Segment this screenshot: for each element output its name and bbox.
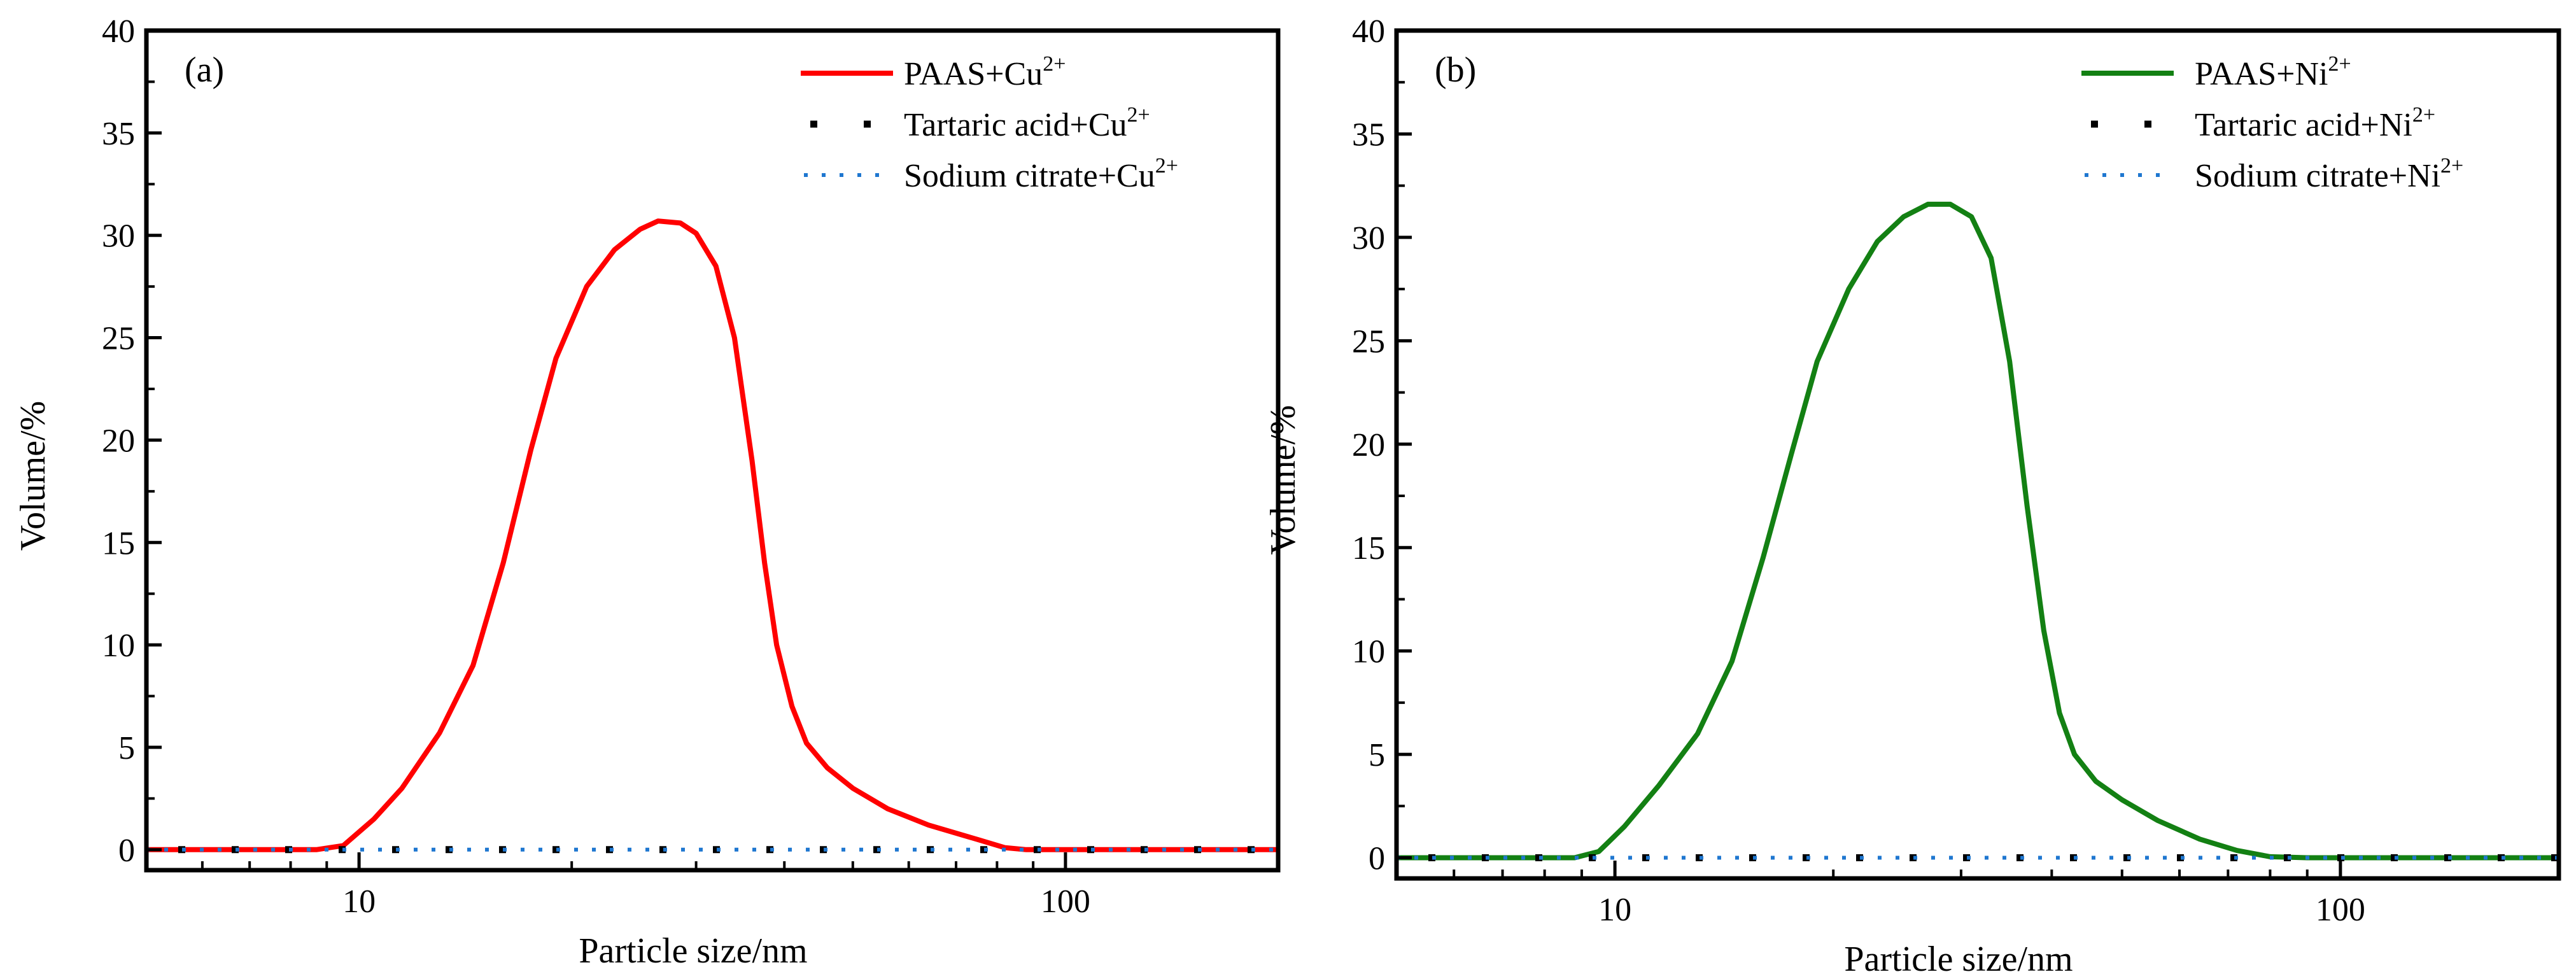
y-tick-label: 35 [102,116,135,152]
legend-superscript: 2+ [1155,154,1178,178]
y-tick-label: 35 [1352,116,1385,153]
panel-label: (b) [1435,50,1476,90]
legend-entry-0: PAAS+Ni2+ [2195,52,2351,92]
y-tick-label: 25 [102,321,135,357]
x-tick-label: 100 [2316,892,2365,928]
y-tick-label: 0 [1369,841,1385,877]
legend-entry-1: Tartaric acid+Cu2+ [904,103,1150,143]
legend-entry-1: Tartaric acid+Ni2+ [2195,103,2435,143]
legend-entry-0: PAAS+Cu2+ [904,52,1066,92]
legend-superscript: 2+ [2440,154,2463,178]
y-tick-label: 15 [1352,530,1385,567]
legend: PAAS+Ni2+ Tartaric acid+Ni2+ Sodium citrat… [2081,52,2463,194]
y-tick-label: 40 [1352,13,1385,50]
x-tick-label: 10 [342,884,376,920]
y-tick-label: 30 [102,218,135,255]
y-tick-label: 15 [102,525,135,561]
y-tick-label: 30 [1352,220,1385,257]
y-axis-label: Volume/% [1263,405,1303,554]
chart-panel-a: 0 5 10 15 20 25 30 35 40 10 100 Particle size/nm Vol… [13,13,1281,971]
y-tick-label: 5 [118,730,135,766]
legend-entry-2: Sodium citrate+Ni2+ [2195,154,2463,194]
legend-superscript: 2+ [2328,52,2351,76]
y-tick-label: 0 [118,833,135,869]
legend-superscript: 2+ [1043,52,1066,76]
plot-frame [1394,28,2561,881]
series-group [146,218,1278,854]
y-tick-label: 40 [102,13,135,50]
x-axis-label: Particle size/nm [579,931,807,971]
x-tick-label: 100 [1041,884,1090,920]
series-line-0 [146,218,1278,852]
x-axis-label: Particle size/nm [1844,940,2073,979]
y-tick-label: 20 [1352,427,1385,463]
chart-panel-b: 0 5 10 15 20 25 30 35 40 10 100 Particle size/nm Vol… [1263,13,2561,979]
y-axis-label: Volume/% [13,401,53,551]
panel-label: (a) [185,50,224,90]
y-tick-label: 20 [102,423,135,459]
legend-entry-2: Sodium citrate+Cu2+ [904,154,1178,194]
legend-superscript: 2+ [2412,103,2435,127]
plot-frame [144,28,1281,873]
y-tick-label: 10 [102,628,135,664]
y-tick-label: 25 [1352,323,1385,360]
series-group [1397,201,2559,861]
x-tick-label: 10 [1598,892,1631,928]
legend: PAAS+Cu2+ Tartaric acid+Cu2+ Sodium citrat… [801,52,1178,194]
series-line-0 [1397,201,2559,861]
legend-superscript: 2+ [1127,103,1150,127]
y-tick-label: 10 [1352,634,1385,670]
y-tick-label: 5 [1369,737,1385,773]
